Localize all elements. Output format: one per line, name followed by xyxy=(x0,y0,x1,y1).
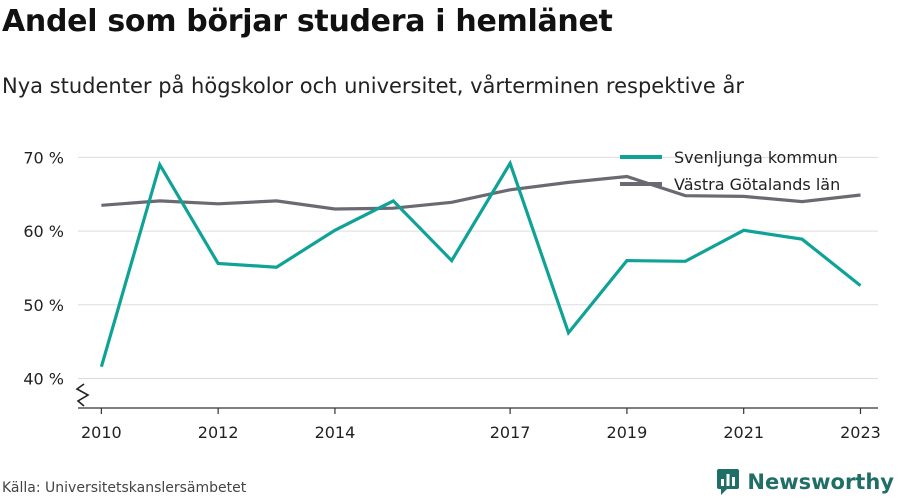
y-tick-label: 40 % xyxy=(23,370,64,389)
x-tick-label: 2019 xyxy=(607,423,648,442)
x-tick-label: 2017 xyxy=(490,423,531,442)
x-tick-label: 2014 xyxy=(315,423,356,442)
x-tick-label: 2010 xyxy=(81,423,122,442)
legend-label: Västra Götalands län xyxy=(674,175,840,194)
x-tick-label: 2012 xyxy=(198,423,239,442)
x-tick-label: 2021 xyxy=(723,423,764,442)
y-tick-label: 60 % xyxy=(23,222,64,241)
series-line-0 xyxy=(99,159,862,368)
chart-title: Andel som börjar studera i hemlänet xyxy=(2,4,613,39)
brand-logo: Newsworthy xyxy=(717,469,894,495)
series-line-1 xyxy=(101,174,861,211)
axes: 40 % 50 % 60 % 70 % 2010 2012 2014 2017 2019 2021… xyxy=(23,148,880,442)
x-tick-label: 2023 xyxy=(840,423,881,442)
legend: Svenljunga kommun Västra Götalands län xyxy=(620,148,840,194)
source-note: Källa: Universitetskanslersämbetet xyxy=(2,480,247,496)
newsworthy-logo-icon xyxy=(717,469,740,495)
y-tick-label: 50 % xyxy=(23,296,64,315)
brand-name: Newsworthy xyxy=(747,470,894,494)
axis-break-icon xyxy=(75,383,90,407)
legend-label: Svenljunga kommun xyxy=(674,148,838,167)
y-tick-label: 70 % xyxy=(23,148,64,167)
series-lines xyxy=(99,159,862,368)
chart-subtitle: Nya studenter på högskolor och universit… xyxy=(2,74,744,98)
